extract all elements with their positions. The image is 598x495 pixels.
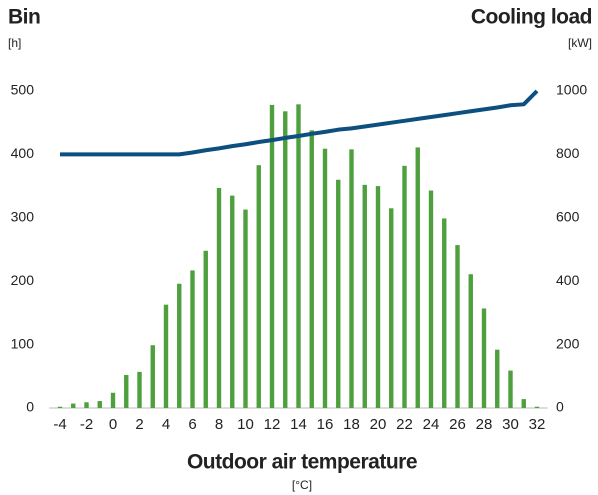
bar	[362, 184, 367, 408]
bar	[243, 209, 248, 408]
bar	[508, 370, 513, 408]
x-tick-label: 22	[396, 416, 413, 433]
y2-tick-label: 0	[556, 399, 564, 415]
bar	[428, 190, 434, 408]
x-tick-label: 18	[343, 416, 360, 433]
bar	[137, 371, 142, 408]
bar	[521, 399, 526, 408]
bar	[124, 375, 129, 408]
bar	[495, 349, 500, 408]
bar	[468, 274, 473, 408]
x-tick-label: -2	[80, 416, 93, 433]
bar	[190, 270, 195, 408]
x-axis-label: Outdoor air temperature	[187, 451, 417, 474]
bar	[97, 401, 102, 408]
y-axis-unit: [h]	[8, 36, 21, 50]
bar	[322, 148, 328, 408]
y-tick-label: 200	[11, 272, 35, 288]
y2-tick-label: 800	[556, 145, 580, 161]
line	[60, 89, 539, 157]
x-tick-label: 26	[449, 416, 466, 433]
bar	[402, 165, 407, 408]
y2-axis-unit: [kW]	[568, 36, 592, 50]
bar	[283, 111, 288, 409]
x-tick-label: 0	[109, 416, 117, 433]
bar	[455, 245, 460, 408]
y-tick-label: 400	[11, 145, 35, 161]
bar	[150, 345, 155, 408]
bar	[389, 208, 394, 408]
x-tick-label: 32	[529, 416, 546, 433]
y-tick-label: 300	[11, 209, 35, 225]
x-tick-label: 6	[188, 416, 196, 433]
bar	[216, 188, 222, 408]
x-tick-label: 24	[423, 416, 440, 433]
x-tick-label: 20	[370, 416, 387, 433]
bar	[442, 218, 447, 408]
x-tick-label: 30	[502, 416, 519, 433]
y2-axis-label: Cooling load	[471, 6, 592, 29]
y-axis-label: Bin	[8, 6, 40, 29]
y2-tick-label: 1000	[556, 82, 587, 98]
bar	[415, 147, 420, 408]
bar	[349, 149, 354, 408]
y-tick-label: 500	[11, 82, 35, 98]
bar	[534, 406, 540, 408]
bar	[84, 402, 89, 408]
x-tick-label: 4	[162, 416, 170, 433]
x-tick-label: 2	[135, 416, 143, 433]
x-tick-label: -4	[53, 416, 66, 433]
x-tick-label: 14	[290, 416, 307, 433]
bar	[57, 406, 63, 408]
bar	[177, 283, 182, 408]
x-tick-label: 10	[237, 416, 254, 433]
bar	[309, 130, 314, 409]
y2-tick-label: 400	[556, 272, 580, 288]
bar	[110, 392, 116, 408]
y-tick-label: 100	[11, 335, 35, 351]
bar	[163, 304, 169, 408]
y2-tick-label: 200	[556, 335, 580, 351]
x-tick-label: 8	[215, 416, 223, 433]
y2-tick-label: 600	[556, 209, 580, 225]
bar	[269, 104, 275, 408]
bar	[481, 308, 487, 408]
bar	[296, 104, 301, 409]
bar	[71, 403, 76, 408]
bar	[230, 195, 235, 408]
x-tick-label: 16	[317, 416, 334, 433]
x-axis-unit: [°C]	[292, 478, 312, 492]
bar	[375, 186, 381, 408]
bar	[336, 179, 341, 408]
x-tick-label: 12	[264, 416, 281, 433]
x-tick-label: 28	[476, 416, 493, 433]
bar	[203, 250, 208, 408]
y-tick-label: 0	[26, 399, 34, 415]
bar	[256, 165, 261, 408]
